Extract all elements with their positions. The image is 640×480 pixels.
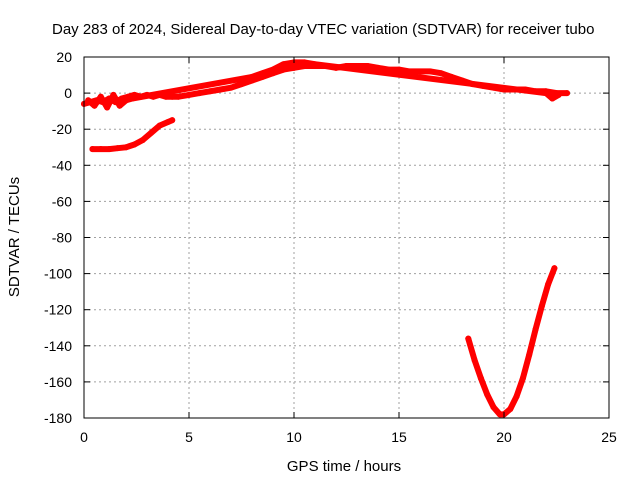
data-point: [417, 68, 423, 75]
data-point: [477, 375, 484, 382]
y-tick-label: -20: [52, 121, 72, 137]
data-point: [484, 391, 491, 398]
data-point: [97, 146, 104, 153]
data-point: [91, 102, 98, 109]
data-point: [97, 93, 104, 100]
data-point: [114, 145, 121, 152]
x-tick-labels: 0 5 10 15 20 25: [80, 429, 617, 445]
data-point: [545, 281, 552, 288]
data-point: [396, 66, 402, 73]
data-point: [364, 63, 371, 70]
data-point: [148, 129, 155, 136]
x-axis-label: GPS time / hours: [287, 458, 401, 475]
y-tick-label: -160: [44, 374, 72, 390]
data-point: [169, 117, 176, 124]
data-point: [156, 122, 163, 129]
data-point: [217, 86, 224, 93]
data-point: [438, 70, 444, 77]
y-tick-label: 0: [64, 85, 72, 101]
data-point: [270, 66, 276, 73]
data-point: [532, 326, 539, 333]
data-point: [139, 137, 146, 144]
x-tick-label: 20: [496, 429, 512, 445]
data-point: [104, 104, 111, 111]
data-point: [123, 97, 129, 104]
series-line: [85, 59, 562, 111]
data-point: [89, 146, 96, 153]
y-tick-label: -80: [52, 230, 72, 246]
x-tick-label: 0: [80, 429, 88, 445]
data-point: [110, 91, 117, 98]
data-point: [555, 91, 562, 98]
data-point: [543, 90, 549, 97]
y-tick-label: -40: [52, 157, 72, 173]
chart-title: Day 283 of 2024, Sidereal Day-to-day VTE…: [52, 21, 594, 38]
data-point: [301, 59, 308, 66]
grid-lines: [84, 57, 609, 418]
data-point: [238, 81, 245, 88]
y-tick-label: 20: [56, 49, 72, 65]
data-point: [259, 70, 266, 77]
data-point: [549, 95, 556, 102]
data-series-layer: [81, 59, 570, 418]
data-point: [106, 146, 113, 153]
data-point: [228, 84, 234, 91]
data-point: [196, 90, 203, 97]
y-tick-labels: 20 0 -20 -40 -60 -80 -100 -120 -140 -160 -180: [44, 49, 72, 426]
x-tick-label: 15: [391, 429, 407, 445]
series-early-segment: [89, 117, 176, 153]
data-point: [85, 97, 92, 104]
data-point: [513, 393, 520, 400]
y-axis-label: SDTVAR / TECUs: [6, 177, 23, 297]
data-point: [526, 351, 533, 358]
data-point: [471, 357, 478, 364]
data-point: [186, 91, 192, 98]
y-tick-label: -100: [44, 266, 72, 282]
data-point: [291, 64, 297, 71]
axis-ticks: [83, 56, 610, 419]
data-point: [496, 411, 503, 418]
x-tick-label: 10: [286, 429, 302, 445]
data-point: [312, 61, 318, 68]
y-tick-label: -180: [44, 410, 72, 426]
data-point: [538, 303, 545, 310]
data-point: [280, 61, 287, 68]
data-point: [249, 73, 255, 80]
data-point: [490, 404, 497, 411]
series-late-dip: [465, 265, 558, 418]
data-point: [465, 335, 472, 342]
data-point: [175, 93, 182, 100]
data-point: [519, 375, 526, 382]
data-point: [169, 93, 176, 100]
series-line: [465, 265, 558, 418]
data-point: [427, 68, 434, 75]
data-point: [564, 90, 570, 97]
y-tick-label: -120: [44, 302, 72, 318]
data-point: [129, 95, 136, 102]
x-tick-label: 25: [601, 429, 617, 445]
x-tick-label: 5: [185, 429, 193, 445]
y-tick-label: -60: [52, 193, 72, 209]
data-point: [551, 265, 558, 272]
data-point: [123, 144, 129, 151]
data-point: [131, 141, 138, 148]
data-point: [507, 405, 514, 412]
y-tick-label: -140: [44, 338, 72, 354]
series-main-arc-spread: [85, 59, 562, 111]
data-point: [207, 88, 213, 95]
data-point: [116, 102, 123, 109]
